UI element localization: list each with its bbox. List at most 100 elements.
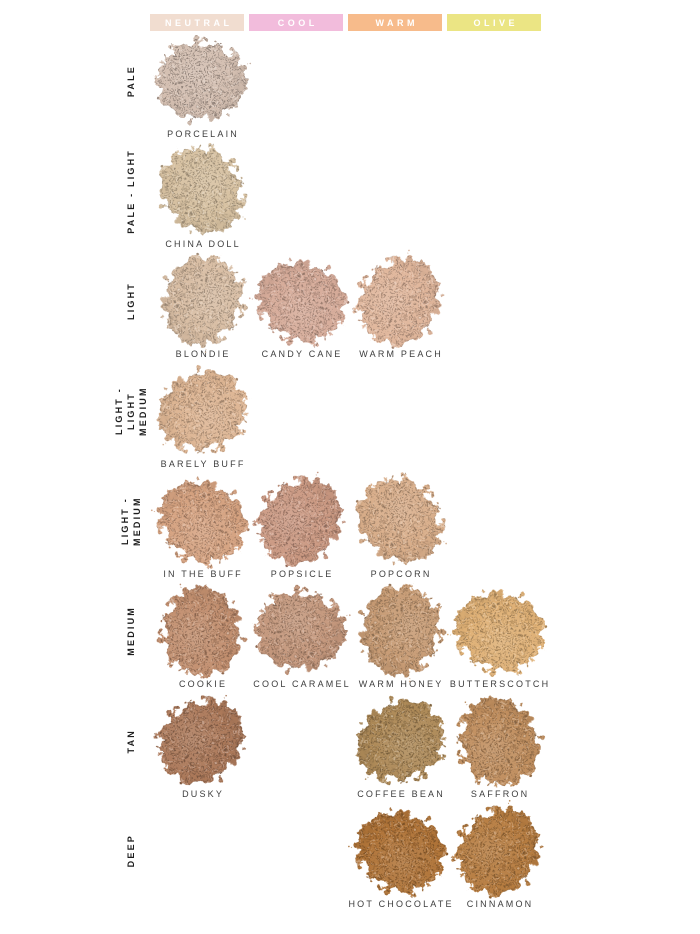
- shade-name: POPCORN: [370, 569, 432, 579]
- cell-neutral: BARELY BUFF: [146, 358, 258, 475]
- swatch-wrap: [146, 358, 258, 464]
- cell-olive: [452, 255, 546, 365]
- shade-name: HOT CHOCOLATE: [348, 899, 454, 909]
- column-header-neutral: NEUTRAL: [150, 14, 244, 31]
- row-label: PALE: [126, 64, 136, 98]
- row-label-cell: LIGHT - LIGHT MEDIUM: [112, 365, 150, 457]
- swatch-popsicle: [243, 462, 359, 580]
- cell-olive: [452, 475, 546, 585]
- swatch-china-doll: [144, 132, 260, 250]
- shade-name: POPSICLE: [270, 569, 334, 579]
- row-label-cell: DEEP: [112, 805, 150, 897]
- cell-cool: POPSICLE: [243, 462, 359, 585]
- cell-cool: [254, 365, 348, 475]
- shade-name: COOL CARAMEL: [253, 679, 351, 689]
- cell-olive: BUTTERSCOTCH: [445, 581, 553, 695]
- swatch-wrap: [442, 793, 556, 909]
- swatch-saffron: [446, 685, 552, 797]
- swatch-coffee-bean: [342, 685, 458, 797]
- swatch-wrap: [446, 685, 552, 797]
- cell-warm: WARM HONEY: [353, 581, 447, 695]
- shade-name: CANDY CANE: [261, 349, 343, 359]
- cell-neutral: PORCELAIN: [155, 35, 249, 145]
- shade-name: WARM PEACH: [359, 349, 443, 359]
- swatch-blondie: [152, 247, 252, 355]
- row-pale: PALE PORCELAIN: [112, 35, 546, 145]
- column-header-olive: OLIVE: [447, 14, 541, 31]
- row-label-cell: LIGHT - MEDIUM: [112, 475, 150, 567]
- column-header-cool: COOL: [249, 14, 343, 31]
- swatch-wrap: [342, 685, 458, 797]
- row-label: LIGHT - LIGHT MEDIUM: [114, 386, 148, 436]
- swatch-wrap: [245, 247, 357, 355]
- cell-warm: [353, 365, 447, 475]
- row-pale-light: PALE - LIGHT CHINA DOLL: [112, 132, 546, 255]
- swatch-cool-caramel: [255, 590, 347, 672]
- swatch-cinnamon: [442, 793, 556, 909]
- row-label-cell: PALE - LIGHT: [112, 145, 150, 237]
- swatch-wrap: [344, 243, 456, 359]
- cell-cool: [254, 805, 348, 915]
- swatch-wrap: [144, 464, 260, 578]
- cell-cool: COOL CARAMEL: [253, 585, 351, 695]
- swatch-wrap: [155, 35, 249, 127]
- cell-cool: [254, 145, 348, 255]
- swatch-warm-peach: [344, 243, 456, 359]
- cell-cool: [254, 695, 348, 805]
- row-medium: MEDIUM COOKIE COOL CARAMEL WARM HONEY BUTTER…: [112, 581, 553, 695]
- cell-neutral: [155, 805, 249, 915]
- cell-warm: COFFEE BEAN: [342, 685, 458, 805]
- swatch-warm-honey: [354, 581, 446, 681]
- cell-warm: [353, 35, 447, 145]
- row-label: PALE - LIGHT: [126, 148, 136, 234]
- row-light: LIGHT BLONDIE CANDY CANE WARM PEACH: [112, 243, 546, 365]
- cell-neutral: COOKIE: [155, 583, 249, 695]
- cell-warm: WARM PEACH: [344, 243, 456, 365]
- row-label-cell: MEDIUM: [112, 585, 150, 677]
- row-light-medium: LIGHT - MEDIUM IN THE BUFF POPSICLE POPCORN: [112, 462, 546, 585]
- swatch-wrap: [155, 583, 249, 679]
- row-label-cell: PALE: [112, 35, 150, 127]
- swatch-dusky: [143, 682, 261, 800]
- swatch-popcorn: [341, 462, 459, 580]
- row-label-cell: TAN: [112, 695, 150, 787]
- swatch-cookie: [159, 583, 245, 679]
- shade-name: BARELY BUFF: [160, 459, 246, 469]
- shade-name: WARM HONEY: [358, 679, 444, 689]
- row-label: MEDIUM: [126, 606, 136, 656]
- row-light-light-medium: LIGHT - LIGHT MEDIUM BARELY BUFF: [112, 358, 546, 475]
- shade-name: SAFFRON: [470, 789, 530, 799]
- cell-neutral: BLONDIE: [152, 247, 252, 365]
- swatch-wrap: [143, 682, 261, 800]
- cell-olive: [452, 35, 546, 145]
- cell-olive: CINNAMON: [442, 793, 556, 915]
- row-label: LIGHT - MEDIUM: [120, 496, 142, 546]
- shade-name: IN THE BUFF: [163, 569, 243, 579]
- cell-olive: [452, 145, 546, 255]
- row-deep: DEEP HOT CHOCOLATE CINNAMON: [112, 793, 556, 915]
- swatch-barely-buff: [146, 358, 258, 464]
- row-label: LIGHT: [126, 282, 136, 320]
- cell-warm: [353, 145, 447, 255]
- row-label: TAN: [126, 728, 136, 754]
- swatch-candy-cane: [245, 247, 357, 355]
- shade-grid: PALE PORCELAIN PALE - LIGHT CHINA DOLL LIGHT…: [112, 35, 556, 915]
- shade-name: BLONDIE: [175, 349, 231, 359]
- cell-olive: SAFFRON: [446, 685, 552, 805]
- swatch-porcelain: [158, 42, 246, 120]
- swatch-hot-chocolate: [343, 797, 457, 905]
- swatch-wrap: [341, 462, 459, 580]
- swatch-wrap: [152, 247, 252, 355]
- row-label-cell: LIGHT: [112, 255, 150, 347]
- swatch-in-the-buff: [144, 464, 260, 578]
- cell-neutral: DUSKY: [143, 682, 261, 805]
- cell-warm: HOT CHOCOLATE: [343, 797, 457, 915]
- cell-olive: [452, 365, 546, 475]
- shade-name: COOKIE: [178, 679, 228, 689]
- row-label: DEEP: [126, 834, 136, 868]
- swatch-wrap: [343, 797, 457, 905]
- shade-name: COFFEE BEAN: [357, 789, 445, 799]
- row-tan: TAN DUSKY COFFEE BEAN SAFFRON: [112, 682, 552, 805]
- shade-name: CHINA DOLL: [165, 239, 241, 249]
